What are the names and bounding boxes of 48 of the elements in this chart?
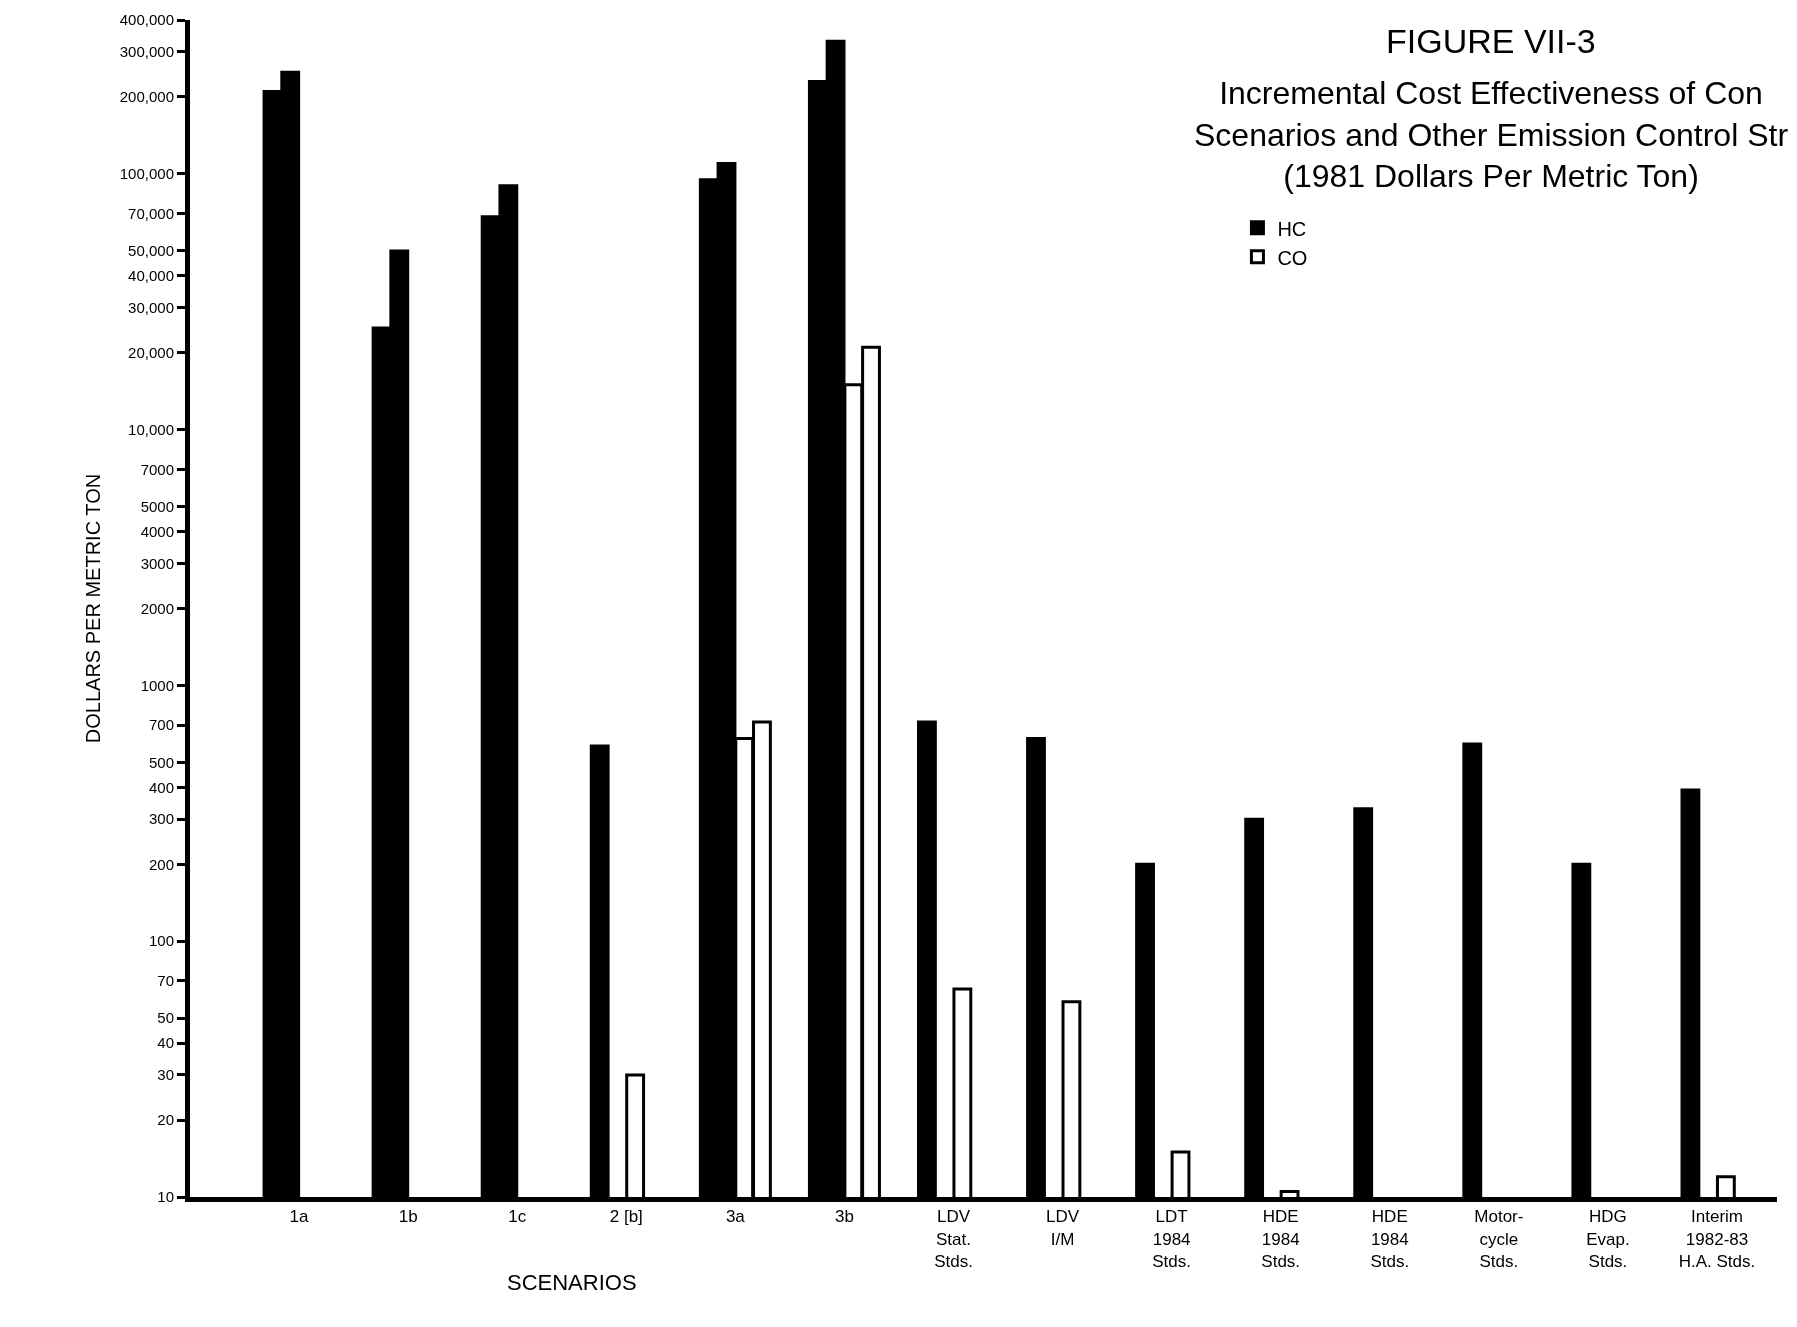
- y-tick-label: 400: [148, 778, 174, 796]
- y-tick-label: 3000: [140, 554, 174, 572]
- x-tick-label: 2 [b]: [609, 1207, 643, 1227]
- y-tick-label: 50: [157, 1009, 174, 1027]
- y-tick-label: 5000: [140, 497, 174, 515]
- y-tick-label: 400,000: [119, 11, 174, 29]
- legend-label: HC: [1277, 217, 1307, 240]
- y-tick-label: 30,000: [128, 298, 174, 316]
- x-tick-label: LDV Stat. Stds.: [934, 1207, 973, 1271]
- y-tick-label: 40,000: [128, 267, 174, 285]
- text: SCENARIOS: [507, 1270, 637, 1295]
- x-tick-label: LDT 1984 Stds.: [1152, 1207, 1192, 1271]
- x-tick-label: HDE 1984 Stds.: [1261, 1207, 1301, 1271]
- y-tick-label: 20,000: [128, 343, 174, 361]
- y-tick-label: 100: [148, 932, 174, 950]
- y-tick-label: 7000: [140, 460, 174, 478]
- y-tick-label: 40: [157, 1034, 174, 1052]
- legend-label: CO: [1277, 246, 1308, 269]
- x-tick-label: 1c: [508, 1207, 527, 1227]
- y-tick-label: 50,000: [128, 242, 174, 260]
- y-tick-label: 700: [148, 716, 174, 734]
- y-tick-label: 4000: [140, 522, 174, 540]
- y-tick-label: 300,000: [119, 43, 174, 61]
- y-tick-label: 200: [148, 855, 174, 873]
- x-tick-label: Motor- cycle Stds.: [1474, 1207, 1524, 1271]
- y-tick-label: 70,000: [128, 204, 174, 222]
- y-tick-label: 10,000: [128, 420, 174, 438]
- x-tick-label: Interim 1982-83 H.A. Stds.: [1678, 1207, 1756, 1271]
- x-tick-label: 3a: [725, 1207, 746, 1227]
- y-tick-label: 20: [157, 1111, 174, 1129]
- x-tick-label: 1a: [289, 1207, 310, 1227]
- y-tick-label: 2000: [140, 599, 174, 617]
- x-tick-label: LDV I/M: [1046, 1207, 1080, 1249]
- chart-title: FIGURE VII-3: [1386, 22, 1596, 60]
- y-tick-label: 10: [157, 1188, 174, 1206]
- y-tick-label: 70: [157, 972, 174, 990]
- y-axis-title: DOLLARS PER METRIC TON: [82, 473, 105, 744]
- y-tick-label: 500: [148, 753, 174, 771]
- y-tick-label: 100,000: [119, 165, 174, 183]
- x-tick-label: 1b: [398, 1207, 418, 1227]
- x-tick-label: HDG Evap. Stds.: [1586, 1207, 1630, 1271]
- y-tick-label: 300: [148, 810, 174, 828]
- y-tick-label: 200,000: [119, 88, 174, 106]
- text: Incremental Cost Effectiveness of Con Scenarios and Other Emission Control Str (1981 Dollars Per Metric Ton): [1194, 75, 1789, 195]
- y-tick-label: 1000: [140, 676, 174, 694]
- x-tick-label: HDE 1984 Stds.: [1370, 1207, 1410, 1271]
- x-tick-label: 3b: [834, 1207, 854, 1227]
- y-tick-label: 30: [157, 1066, 174, 1084]
